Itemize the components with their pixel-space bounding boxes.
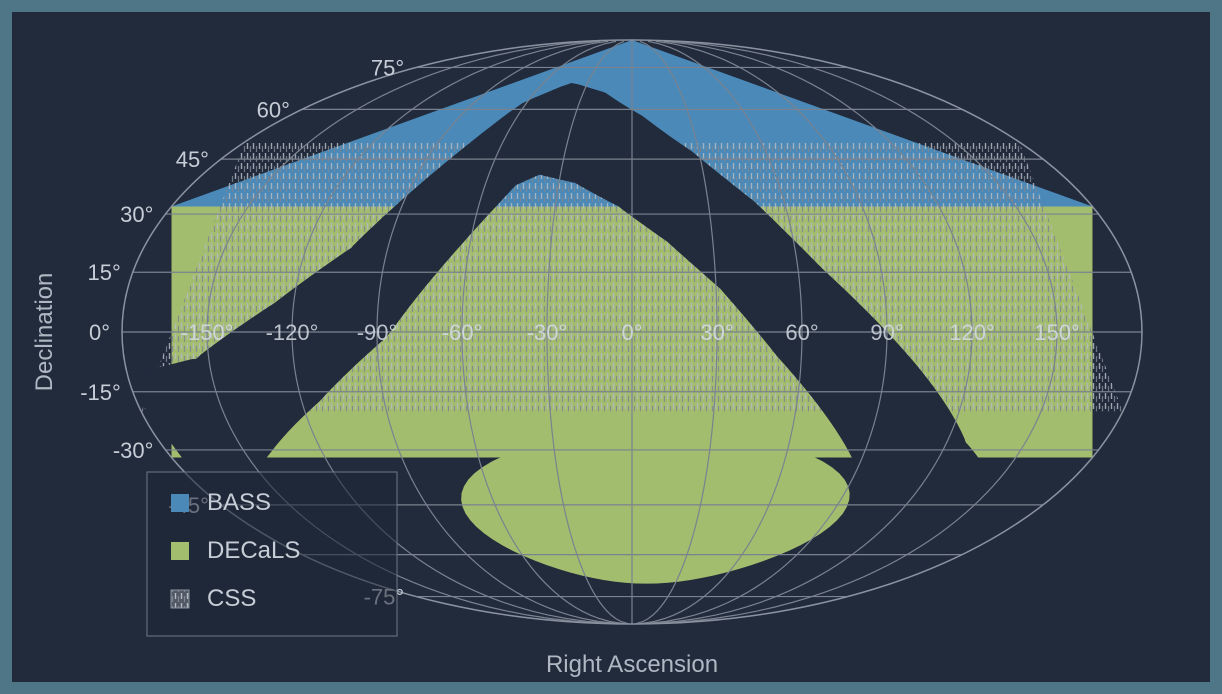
- legend-swatch: [171, 542, 189, 560]
- legend: BASS DECaLS CSS: [147, 472, 397, 636]
- ra-tick-label: 150°: [1034, 320, 1080, 345]
- dec-tick-label: 0°: [89, 320, 110, 345]
- ra-tick-label: -120°: [266, 320, 319, 345]
- ra-tick-label: -30°: [527, 320, 568, 345]
- ra-tick-label: 30°: [700, 320, 733, 345]
- legend-swatch: [171, 590, 189, 608]
- ra-tick-label: 60°: [785, 320, 818, 345]
- dec-tick-label: 45°: [176, 147, 209, 172]
- dec-tick-label: -30°: [113, 438, 154, 463]
- y-axis-label: Declination: [31, 273, 58, 392]
- dec-tick-label: 75°: [371, 55, 404, 80]
- ra-tick-label: -150°: [181, 320, 234, 345]
- ra-tick-label: -60°: [442, 320, 483, 345]
- legend-label: BASS: [207, 489, 271, 516]
- x-axis-label: Right Ascension: [546, 651, 718, 678]
- ra-tick-label: 90°: [870, 320, 903, 345]
- ra-tick-label: 120°: [949, 320, 995, 345]
- dec-tick-label: 60°: [257, 97, 290, 122]
- sky-coverage-mollweide-chart: -75°-45°-30°-15°0°15°30°45°60°75°-150°-1…: [12, 12, 1210, 682]
- ra-tick-label: -90°: [357, 320, 398, 345]
- dec-tick-label: 30°: [120, 202, 153, 227]
- legend-swatch: [171, 494, 189, 512]
- ra-tick-label: 0°: [621, 320, 642, 345]
- legend-label: CSS: [207, 585, 256, 612]
- dec-tick-label: 15°: [88, 260, 121, 285]
- legend-label: DECaLS: [207, 537, 300, 564]
- dec-tick-label: -15°: [80, 380, 121, 405]
